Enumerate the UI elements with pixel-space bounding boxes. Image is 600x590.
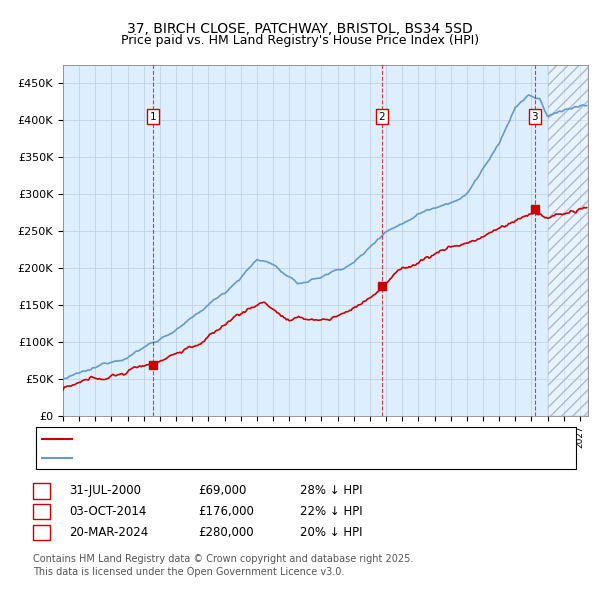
- Text: 2: 2: [38, 505, 45, 518]
- Text: 37, BIRCH CLOSE, PATCHWAY, BRISTOL, BS34 5SD: 37, BIRCH CLOSE, PATCHWAY, BRISTOL, BS34…: [127, 22, 473, 36]
- Text: 28% ↓ HPI: 28% ↓ HPI: [300, 484, 362, 497]
- Text: 1: 1: [38, 484, 45, 497]
- Text: 20-MAR-2024: 20-MAR-2024: [69, 526, 148, 539]
- Text: £69,000: £69,000: [198, 484, 247, 497]
- Text: Price paid vs. HM Land Registry's House Price Index (HPI): Price paid vs. HM Land Registry's House …: [121, 34, 479, 47]
- Text: 20% ↓ HPI: 20% ↓ HPI: [300, 526, 362, 539]
- Text: 37, BIRCH CLOSE, PATCHWAY, BRISTOL, BS34 5SD (semi-detached house): 37, BIRCH CLOSE, PATCHWAY, BRISTOL, BS34…: [78, 434, 488, 444]
- Text: Contains HM Land Registry data © Crown copyright and database right 2025.: Contains HM Land Registry data © Crown c…: [33, 555, 413, 564]
- Text: 22% ↓ HPI: 22% ↓ HPI: [300, 505, 362, 518]
- Text: 2: 2: [379, 112, 385, 122]
- Text: This data is licensed under the Open Government Licence v3.0.: This data is licensed under the Open Gov…: [33, 568, 344, 577]
- Text: 1: 1: [150, 112, 157, 122]
- Text: 03-OCT-2014: 03-OCT-2014: [69, 505, 146, 518]
- Text: £176,000: £176,000: [198, 505, 254, 518]
- Text: HPI: Average price, semi-detached house, South Gloucestershire: HPI: Average price, semi-detached house,…: [78, 454, 439, 463]
- Bar: [548, 65, 588, 416]
- Bar: [548, 65, 588, 416]
- Text: 3: 3: [532, 112, 538, 122]
- Text: £280,000: £280,000: [198, 526, 254, 539]
- Text: 3: 3: [38, 526, 45, 539]
- Text: 31-JUL-2000: 31-JUL-2000: [69, 484, 141, 497]
